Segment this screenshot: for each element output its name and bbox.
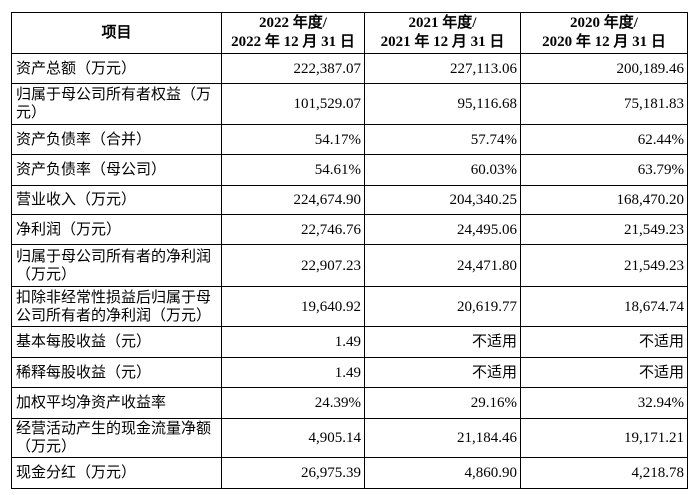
value-2021: 24,471.80 — [364, 244, 521, 287]
table-row: 扣除非经常性损益后归属于母公司所有者的净利润（万元） 19,640.92 20,61… — [11, 286, 688, 327]
header-2020-line2: 2020 年 12 月 31 日 — [542, 34, 666, 50]
value-2020: 168,470.20 — [520, 185, 688, 215]
value-2021: 4,860.90 — [364, 457, 521, 489]
table-row: 资产总额（万元） 222,387.07 227,113.06 200,189.46 — [11, 53, 688, 84]
value-2022: 222,387.07 — [221, 53, 365, 84]
value-2022: 19,640.92 — [221, 286, 365, 327]
value-2022: 101,529.07 — [221, 83, 365, 125]
value-2020: 4,218.78 — [520, 457, 688, 489]
value-2020: 75,181.83 — [520, 83, 688, 125]
header-2021: 2021 年度/2021 年 12 月 31 日 — [364, 12, 521, 54]
value-2021: 29.16% — [364, 387, 521, 419]
table-row: 稀释每股收益（元） 1.49 不适用 不适用 — [11, 357, 688, 388]
header-2022-line1: 2022 年度/ — [259, 15, 327, 31]
value-2021: 204,340.25 — [364, 185, 521, 215]
value-2020: 63.79% — [520, 154, 688, 186]
row-label: 扣除非经常性损益后归属于母公司所有者的净利润（万元） — [11, 286, 222, 327]
table-row: 基本每股收益（元） 1.49 不适用 不适用 — [11, 326, 688, 358]
table-row: 现金分红（万元） 26,975.39 4,860.90 4,218.78 — [11, 457, 688, 489]
row-label: 加权平均净资产收益率 — [11, 387, 222, 419]
table-row: 加权平均净资产收益率 24.39% 29.16% 32.94% — [11, 387, 688, 419]
value-2020: 62.44% — [520, 124, 688, 155]
row-label: 现金分红（万元） — [11, 457, 222, 489]
value-2021: 57.74% — [364, 124, 521, 155]
row-label: 归属于母公司所有者权益（万元） — [11, 83, 222, 125]
table-row: 资产负债率（合并） 54.17% 57.74% 62.44% — [11, 124, 688, 155]
value-2021: 95,116.68 — [364, 83, 521, 125]
financial-summary-table: 项目 2022 年度/2022 年 12 月 31 日 2021 年度/2021… — [11, 12, 688, 489]
value-2022: 1.49 — [221, 326, 365, 358]
value-2022: 22,907.23 — [221, 244, 365, 287]
value-2020: 不适用 — [520, 326, 688, 358]
row-label: 资产总额（万元） — [11, 53, 222, 84]
header-2022: 2022 年度/2022 年 12 月 31 日 — [221, 12, 365, 54]
value-2021: 60.03% — [364, 154, 521, 186]
value-2022: 4,905.14 — [221, 418, 365, 458]
row-label: 净利润（万元） — [11, 214, 222, 245]
header-2021-line2: 2021 年 12 月 31 日 — [380, 34, 505, 50]
value-2020: 19,171.21 — [520, 418, 688, 458]
value-2022: 22,746.76 — [221, 214, 365, 245]
row-label: 稀释每股收益（元） — [11, 357, 222, 388]
table-row: 资产负债率（母公司） 54.61% 60.03% 63.79% — [11, 154, 688, 186]
row-label: 基本每股收益（元） — [11, 326, 222, 358]
value-2020: 不适用 — [520, 357, 688, 388]
value-2021: 20,619.77 — [364, 286, 521, 327]
value-2020: 21,549.23 — [520, 214, 688, 245]
table-row: 归属于母公司所有者的净利润（万元） 22,907.23 24,471.80 21,54… — [11, 244, 688, 287]
row-label: 经营活动产生的现金流量净额（万元） — [11, 418, 222, 458]
value-2022: 26,975.39 — [221, 457, 365, 489]
value-2020: 18,674.74 — [520, 286, 688, 327]
row-label: 归属于母公司所有者的净利润（万元） — [11, 244, 222, 287]
table-row: 经营活动产生的现金流量净额（万元） 4,905.14 21,184.46 19,171… — [11, 418, 688, 458]
value-2021: 24,495.06 — [364, 214, 521, 245]
row-label: 营业收入（万元） — [11, 185, 222, 215]
value-2021: 227,113.06 — [364, 53, 521, 84]
header-2020-line1: 2020 年度/ — [570, 15, 638, 31]
value-2022: 1.49 — [221, 357, 365, 388]
value-2020: 32.94% — [520, 387, 688, 419]
table-row: 净利润（万元） 22,746.76 24,495.06 21,549.23 — [11, 214, 688, 245]
value-2020: 21,549.23 — [520, 244, 688, 287]
value-2022: 24.39% — [221, 387, 365, 419]
header-item: 项目 — [11, 12, 222, 54]
table-row: 归属于母公司所有者权益（万元） 101,529.07 95,116.68 75,181… — [11, 83, 688, 125]
header-2022-line2: 2022 年 12 月 31 日 — [231, 34, 355, 50]
value-2022: 224,674.90 — [221, 185, 365, 215]
value-2022: 54.61% — [221, 154, 365, 186]
value-2020: 200,189.46 — [520, 53, 688, 84]
row-label: 资产负债率（母公司） — [11, 154, 222, 186]
header-2021-line1: 2021 年度/ — [408, 15, 477, 31]
value-2021: 不适用 — [364, 357, 521, 388]
value-2022: 54.17% — [221, 124, 365, 155]
header-row: 项目 2022 年度/2022 年 12 月 31 日 2021 年度/2021… — [11, 12, 688, 54]
table-row: 营业收入（万元） 224,674.90 204,340.25 168,470.20 — [11, 185, 688, 215]
row-label: 资产负债率（合并） — [11, 124, 222, 155]
value-2021: 21,184.46 — [364, 418, 521, 458]
value-2021: 不适用 — [364, 326, 521, 358]
header-2020: 2020 年度/2020 年 12 月 31 日 — [520, 12, 688, 54]
